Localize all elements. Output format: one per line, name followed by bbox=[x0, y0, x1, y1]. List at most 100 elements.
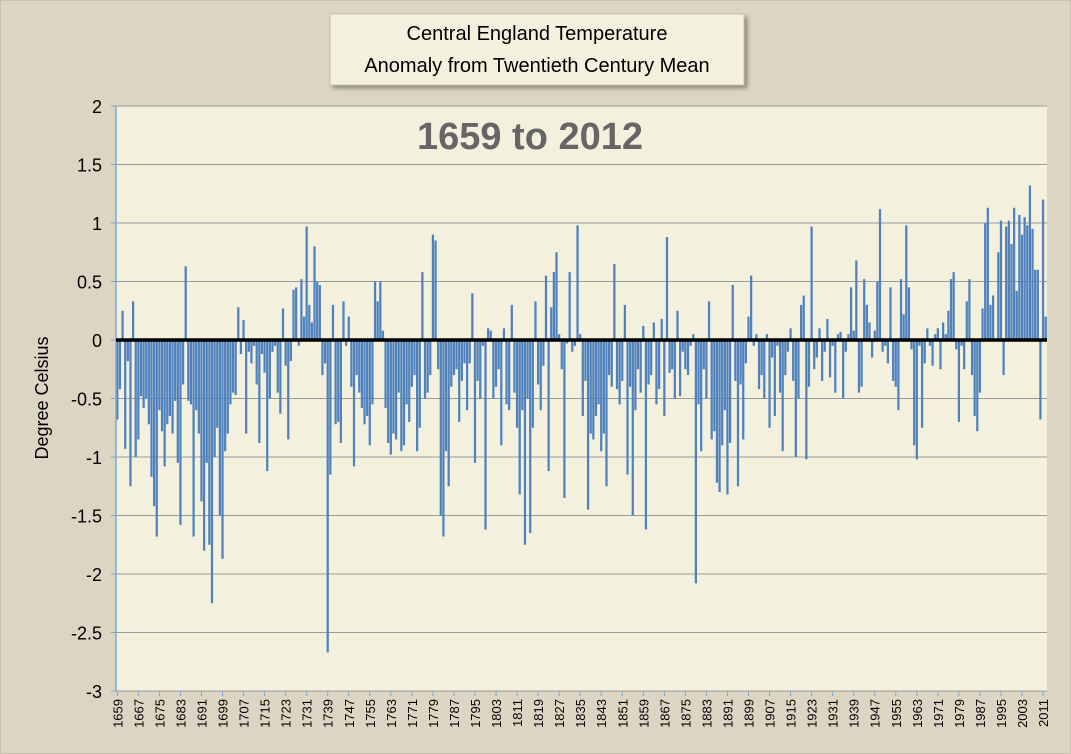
bar bbox=[431, 234, 435, 340]
bar bbox=[615, 340, 619, 390]
bar bbox=[542, 340, 545, 366]
bar bbox=[797, 340, 800, 399]
bar bbox=[139, 340, 143, 397]
y-tick-label: 2 bbox=[92, 97, 102, 117]
bar bbox=[458, 340, 461, 422]
x-tick-label: 1803 bbox=[489, 699, 504, 728]
bar bbox=[936, 328, 939, 340]
x-tick-label: 1987 bbox=[973, 699, 988, 728]
bar bbox=[1039, 340, 1042, 420]
x-tick-label: 1955 bbox=[889, 699, 904, 728]
bar bbox=[284, 340, 287, 366]
bar bbox=[750, 275, 753, 340]
x-tick-label: 1683 bbox=[173, 699, 188, 728]
bar bbox=[594, 340, 598, 417]
bar bbox=[652, 322, 655, 340]
bar bbox=[410, 340, 413, 387]
bar bbox=[631, 340, 634, 516]
bar bbox=[573, 340, 577, 346]
bar bbox=[452, 340, 456, 376]
bar bbox=[852, 330, 855, 340]
title-box bbox=[329, 13, 745, 86]
bar bbox=[600, 340, 603, 452]
bar bbox=[860, 340, 863, 387]
bar bbox=[142, 340, 145, 408]
bar bbox=[863, 279, 866, 340]
x-tick-label: 1771 bbox=[405, 699, 420, 728]
bar bbox=[747, 316, 750, 340]
bar bbox=[731, 285, 734, 340]
bar bbox=[418, 340, 421, 428]
bar bbox=[184, 266, 187, 340]
x-tick-label: 1843 bbox=[594, 699, 609, 728]
bar bbox=[224, 340, 227, 452]
bar bbox=[394, 340, 398, 440]
bar bbox=[947, 310, 950, 340]
bar bbox=[131, 301, 135, 340]
bar bbox=[671, 340, 674, 370]
bar bbox=[536, 340, 540, 385]
bar bbox=[497, 340, 500, 370]
bar bbox=[379, 281, 382, 340]
bar bbox=[689, 340, 692, 346]
y-tick-label: -0.5 bbox=[71, 390, 102, 410]
bar bbox=[692, 334, 695, 340]
bar bbox=[613, 263, 616, 340]
bar bbox=[197, 340, 200, 434]
bar bbox=[799, 304, 803, 340]
bar bbox=[963, 340, 966, 370]
bar bbox=[392, 340, 395, 434]
bar bbox=[920, 340, 924, 428]
bar bbox=[857, 340, 861, 393]
bar bbox=[697, 340, 700, 405]
bar bbox=[155, 340, 158, 537]
bar bbox=[331, 304, 335, 340]
bar bbox=[266, 340, 269, 472]
bar bbox=[665, 237, 669, 340]
bar bbox=[531, 340, 534, 428]
bar bbox=[576, 225, 579, 340]
x-tick-label: 1715 bbox=[258, 699, 273, 728]
bar bbox=[171, 340, 174, 434]
bar bbox=[1002, 340, 1005, 376]
bar bbox=[147, 340, 150, 425]
bar bbox=[681, 340, 684, 352]
bar bbox=[447, 340, 450, 487]
bar bbox=[408, 340, 411, 422]
bar bbox=[313, 246, 316, 340]
x-tick-label: 1699 bbox=[216, 699, 231, 728]
bar bbox=[928, 340, 932, 346]
bar bbox=[881, 340, 884, 352]
bar bbox=[905, 225, 908, 340]
bar bbox=[510, 304, 513, 340]
bar bbox=[1018, 214, 1021, 340]
x-tick-label: 1875 bbox=[678, 699, 693, 728]
bar bbox=[358, 340, 361, 393]
bar bbox=[847, 334, 850, 340]
bar bbox=[318, 285, 321, 340]
x-tick-label: 1827 bbox=[552, 699, 567, 728]
bar bbox=[1007, 220, 1010, 340]
bar bbox=[739, 340, 742, 385]
bar bbox=[526, 340, 529, 399]
x-tick-label: 1931 bbox=[826, 699, 841, 728]
bar bbox=[389, 340, 392, 455]
bar bbox=[202, 340, 206, 551]
chart-subtitle: Anomaly from Twentieth Century Mean bbox=[364, 55, 709, 77]
bar bbox=[118, 340, 122, 390]
bar bbox=[923, 340, 926, 364]
bar bbox=[494, 340, 498, 387]
bar bbox=[166, 340, 169, 425]
bar bbox=[1010, 244, 1013, 340]
bar bbox=[618, 340, 621, 405]
bar bbox=[563, 340, 566, 498]
bar bbox=[263, 340, 266, 373]
bar bbox=[1044, 316, 1047, 340]
y-tick-label: 1 bbox=[92, 214, 102, 234]
bar bbox=[789, 328, 792, 340]
bar bbox=[255, 340, 258, 385]
bar bbox=[876, 281, 879, 340]
bar bbox=[208, 340, 211, 545]
bar bbox=[489, 330, 492, 340]
